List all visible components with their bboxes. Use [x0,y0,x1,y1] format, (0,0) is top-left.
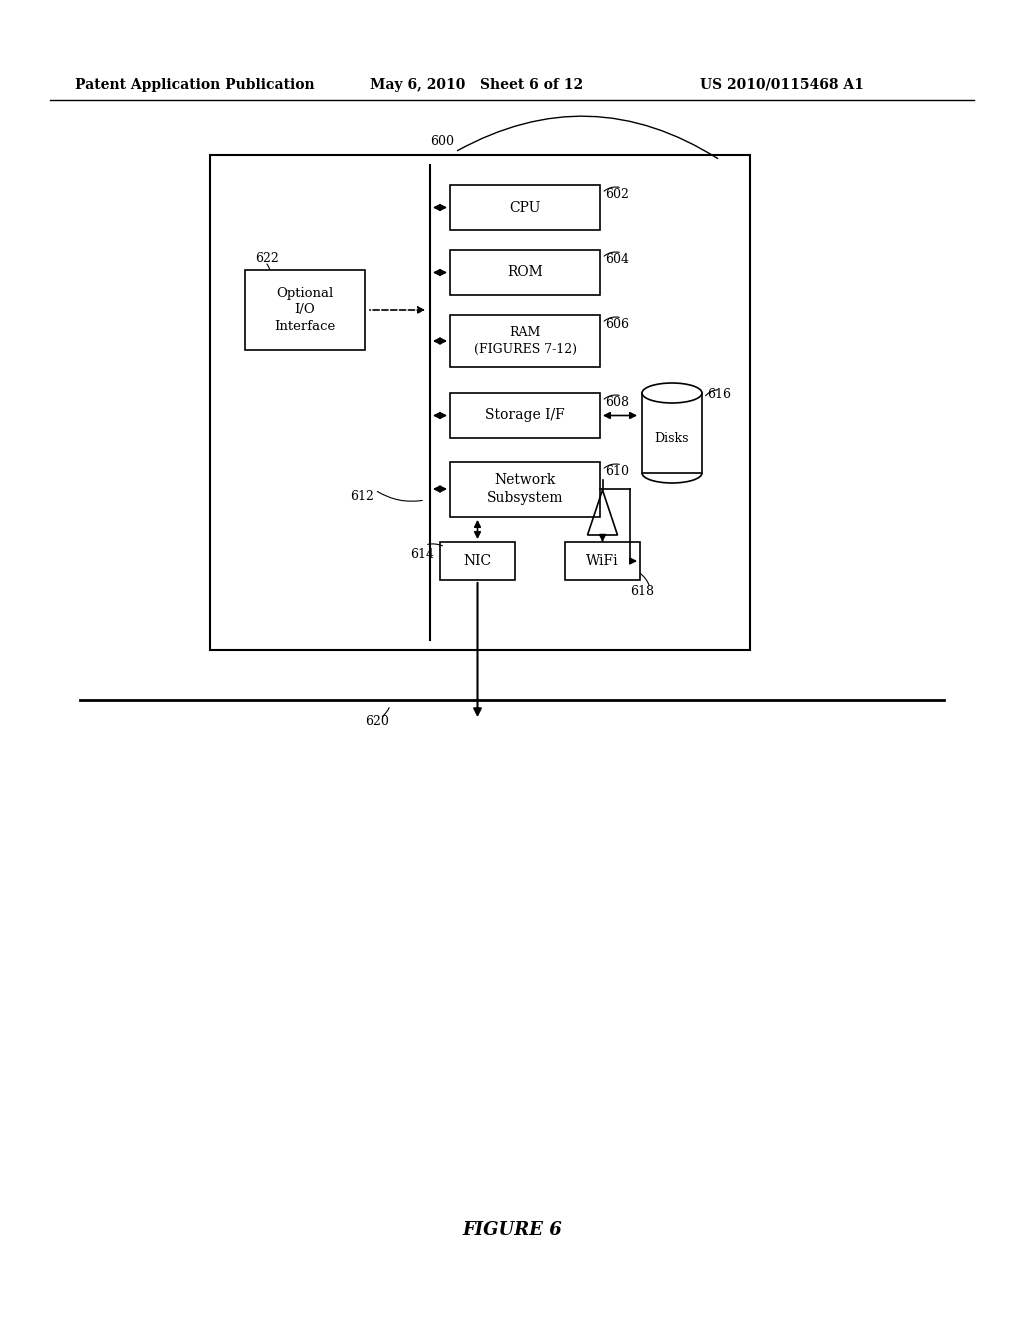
FancyBboxPatch shape [450,185,600,230]
FancyBboxPatch shape [450,462,600,517]
Text: Optional
I/O
Interface: Optional I/O Interface [274,286,336,334]
Text: 604: 604 [605,253,629,267]
Text: 616: 616 [707,388,731,401]
Text: 610: 610 [605,465,629,478]
FancyBboxPatch shape [245,271,365,350]
Text: NIC: NIC [464,554,492,568]
Text: 620: 620 [365,715,389,729]
Text: 602: 602 [605,187,629,201]
Text: FIGURE 6: FIGURE 6 [462,1221,562,1239]
Text: US 2010/0115468 A1: US 2010/0115468 A1 [700,78,864,92]
Text: 614: 614 [410,548,434,561]
Text: May 6, 2010   Sheet 6 of 12: May 6, 2010 Sheet 6 of 12 [370,78,583,92]
Text: Network
Subsystem: Network Subsystem [486,473,563,506]
Text: 606: 606 [605,318,629,331]
Text: ROM: ROM [507,265,543,280]
Text: 622: 622 [255,252,279,265]
FancyBboxPatch shape [450,249,600,294]
Text: CPU: CPU [509,201,541,214]
Text: 600: 600 [430,135,454,148]
Text: RAM
(FIGURES 7-12): RAM (FIGURES 7-12) [473,326,577,356]
Text: 608: 608 [605,396,629,409]
FancyBboxPatch shape [450,393,600,438]
Text: Patent Application Publication: Patent Application Publication [75,78,314,92]
FancyBboxPatch shape [440,543,515,579]
FancyBboxPatch shape [210,154,750,649]
FancyBboxPatch shape [450,315,600,367]
Text: 612: 612 [350,490,374,503]
FancyBboxPatch shape [565,543,640,579]
Ellipse shape [642,383,702,403]
FancyBboxPatch shape [642,393,702,473]
Text: Storage I/F: Storage I/F [485,408,565,422]
Text: WiFi: WiFi [586,554,618,568]
Text: 618: 618 [630,585,654,598]
Text: Disks: Disks [654,432,689,445]
